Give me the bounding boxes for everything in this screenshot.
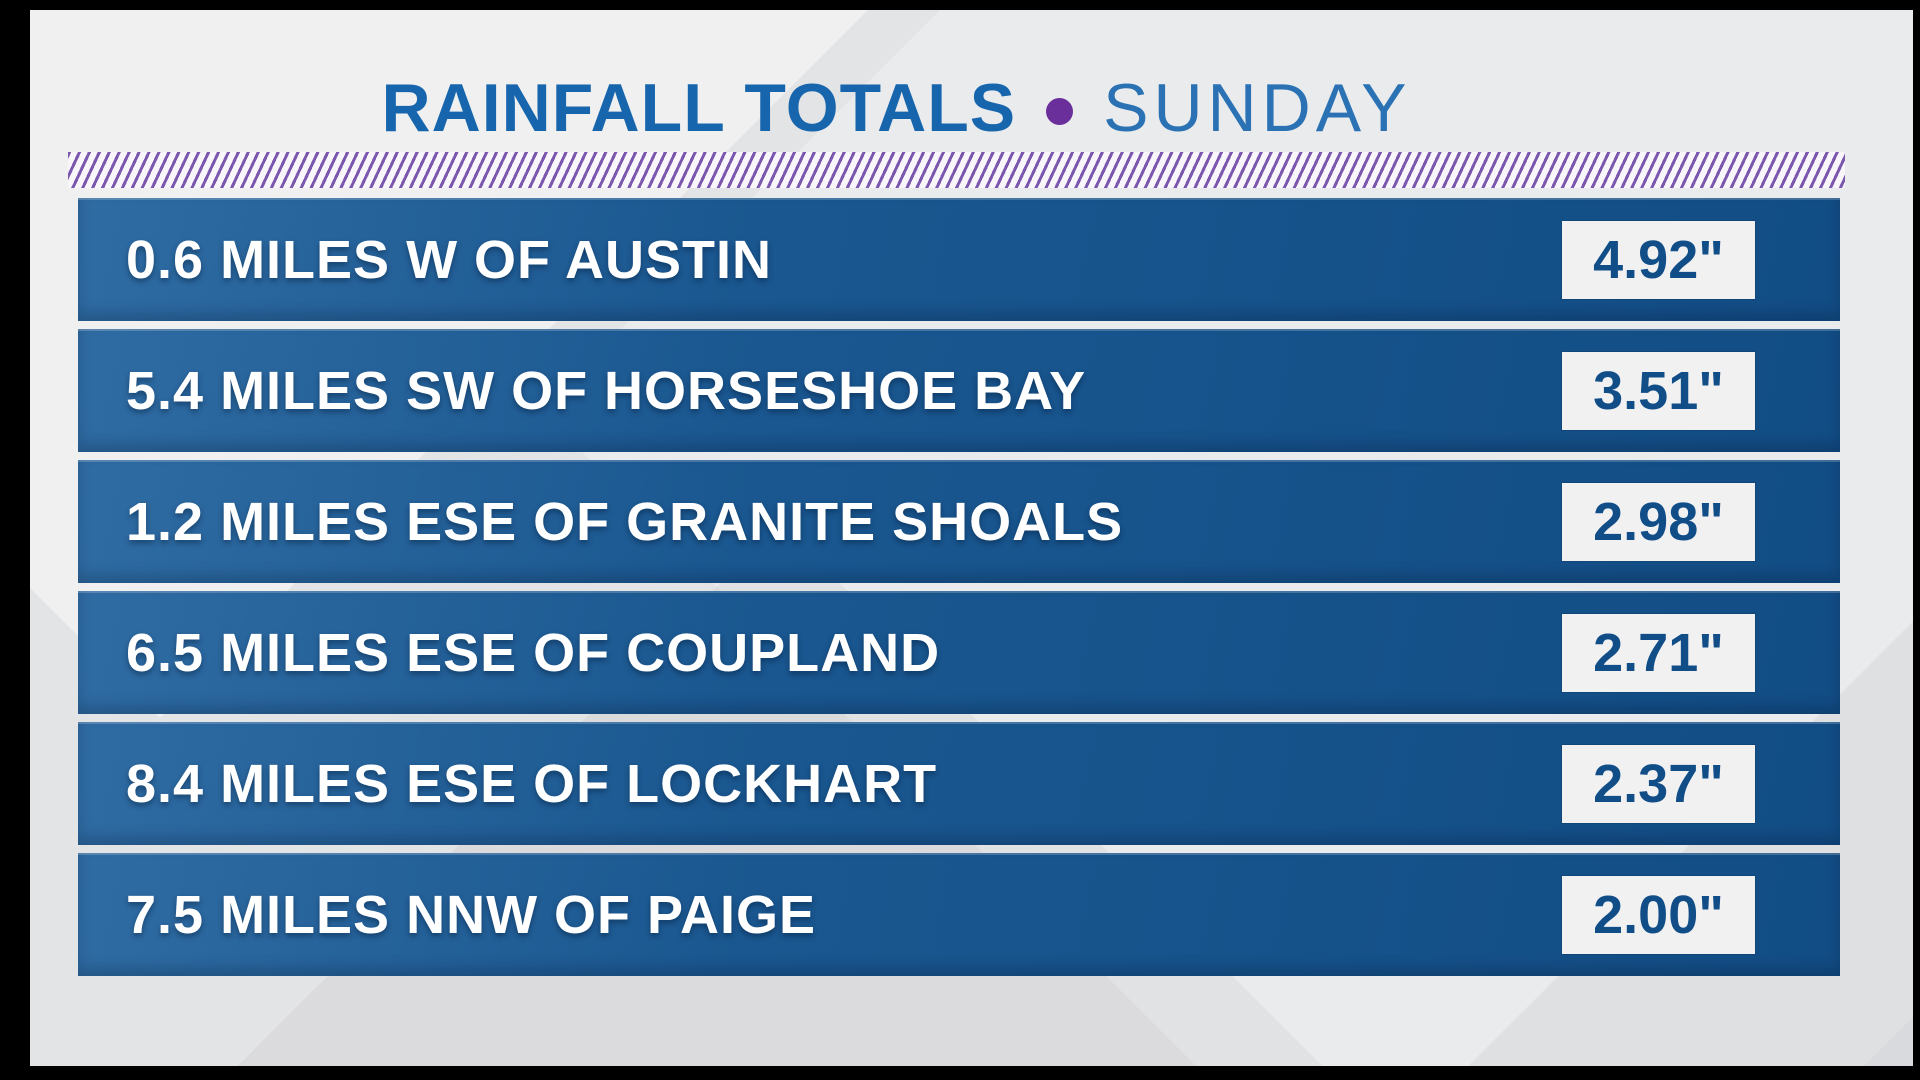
table-row: 8.4 MILES ESE OF LOCKHART 2.37" bbox=[78, 722, 1840, 845]
page-title: RAINFALL TOTALS bbox=[381, 70, 1017, 146]
table-row: 1.2 MILES ESE OF GRANITE SHOALS 2.98" bbox=[78, 460, 1840, 583]
table-row: 0.6 MILES W OF AUSTIN 4.92" bbox=[78, 198, 1840, 321]
row-value-badge: 2.00" bbox=[1562, 875, 1755, 954]
row-location-label: 0.6 MILES W OF AUSTIN bbox=[126, 229, 773, 290]
striped-divider bbox=[68, 152, 1845, 188]
row-location-label: 8.4 MILES ESE OF LOCKHART bbox=[126, 753, 938, 814]
header: RAINFALL TOTALS SUNDAY bbox=[30, 68, 1785, 148]
row-value-badge: 2.71" bbox=[1562, 613, 1755, 692]
row-value-badge: 2.37" bbox=[1562, 744, 1755, 823]
row-value-badge: 2.98" bbox=[1562, 482, 1755, 561]
table-row: 6.5 MILES ESE OF COUPLAND 2.71" bbox=[78, 591, 1840, 714]
graphic-canvas: RAINFALL TOTALS SUNDAY 0.6 MILES W OF AU… bbox=[30, 10, 1913, 1066]
row-location-label: 5.4 MILES SW OF HORSESHOE BAY bbox=[126, 360, 1087, 421]
row-location-label: 6.5 MILES ESE OF COUPLAND bbox=[126, 622, 941, 683]
page-subtitle: SUNDAY bbox=[1103, 70, 1412, 146]
row-value-badge: 3.51" bbox=[1562, 351, 1755, 430]
row-value-badge: 4.92" bbox=[1562, 220, 1755, 299]
rainfall-table: 0.6 MILES W OF AUSTIN 4.92" 5.4 MILES SW… bbox=[78, 198, 1840, 976]
row-location-label: 1.2 MILES ESE OF GRANITE SHOALS bbox=[126, 491, 1124, 552]
table-row: 7.5 MILES NNW OF PAIGE 2.00" bbox=[78, 853, 1840, 976]
row-location-label: 7.5 MILES NNW OF PAIGE bbox=[126, 884, 817, 945]
bullet-icon bbox=[1046, 97, 1074, 125]
table-row: 5.4 MILES SW OF HORSESHOE BAY 3.51" bbox=[78, 329, 1840, 452]
